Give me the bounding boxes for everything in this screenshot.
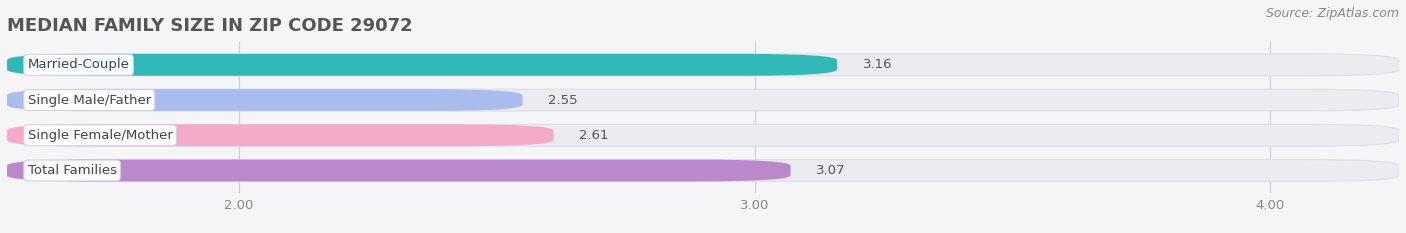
Text: Single Female/Mother: Single Female/Mother <box>28 129 173 142</box>
Text: 3.07: 3.07 <box>817 164 846 177</box>
Text: MEDIAN FAMILY SIZE IN ZIP CODE 29072: MEDIAN FAMILY SIZE IN ZIP CODE 29072 <box>7 17 412 35</box>
FancyBboxPatch shape <box>7 54 837 76</box>
FancyBboxPatch shape <box>7 124 1399 146</box>
Text: 2.55: 2.55 <box>548 94 578 106</box>
Text: Single Male/Father: Single Male/Father <box>28 94 150 106</box>
FancyBboxPatch shape <box>7 124 554 146</box>
FancyBboxPatch shape <box>7 89 523 111</box>
FancyBboxPatch shape <box>7 89 1399 111</box>
Text: Married-Couple: Married-Couple <box>28 58 129 71</box>
Text: 2.61: 2.61 <box>579 129 609 142</box>
FancyBboxPatch shape <box>7 54 1399 76</box>
FancyBboxPatch shape <box>7 160 790 182</box>
FancyBboxPatch shape <box>7 160 1399 182</box>
Text: Total Families: Total Families <box>28 164 117 177</box>
Text: Source: ZipAtlas.com: Source: ZipAtlas.com <box>1265 7 1399 20</box>
Text: 3.16: 3.16 <box>863 58 893 71</box>
